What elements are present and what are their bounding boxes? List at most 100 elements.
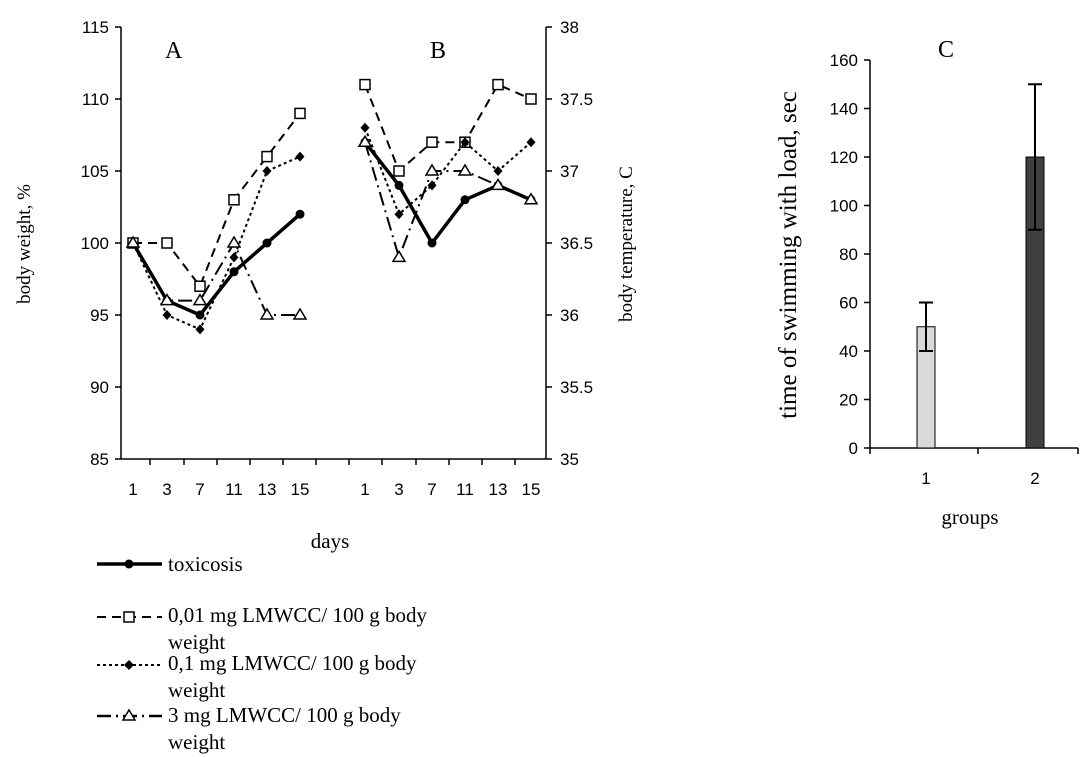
y-tick-label-swimming: 160 [830,51,858,70]
legend-entry-3mg: 3 mg LMWCC/ 100 g body weight [97,703,406,754]
point-temperature-3mg [424,163,440,176]
x-tick-label-day: 15 [291,480,310,499]
point-weight-toxicosis [262,238,272,248]
x-axis-label-days: days [311,529,350,553]
panel-label-a: A [165,38,183,64]
y-tick-label-temperature: 36 [560,306,579,325]
point-weight-3mg [192,293,208,306]
point-weight-3mg [226,235,242,248]
point-temperature-3mg [490,177,506,191]
legend-marker-001mg [123,611,135,623]
y-axis-label-weight: body weight, % [14,184,35,304]
point-weight-toxicosis [229,267,239,277]
legend-label-001mg-line1: 0,01 mg LMWCC/ 100 g body [168,603,428,627]
series-weight-3mg [125,235,308,320]
point-temperature-3mg [391,249,407,263]
x-tick-label-day: 1 [360,480,369,499]
y-axis-label-temperature: body temperature, C [616,166,637,322]
y-tick-label-swimming: 140 [830,100,858,119]
y-tick-label-temperature: 35 [560,450,579,469]
point-weight-001mg [161,237,173,249]
point-weight-toxicosis [195,310,205,320]
line-weight-toxicosis [131,212,302,318]
point-temperature-01mg [460,137,470,148]
y-tick-label-swimming: 100 [830,197,858,216]
point-weight-001mg [228,194,240,206]
point-temperature-01mg [394,209,404,220]
series-temperature-toxicosis [360,137,536,248]
plot-body-temperature [357,78,539,263]
x-tick-label-day: 15 [522,480,541,499]
x-tick-label-day: 13 [489,480,508,499]
legend-label-3mg-line1: 3 mg LMWCC/ 100 g body [168,703,401,727]
legend-marker-3mg [121,708,137,721]
series-temperature-3mg [357,134,539,263]
y-tick-label-weight: 95 [90,306,109,325]
legend: toxicosis 0,01 mg LMWCC/ 100 g body weig… [97,552,428,754]
x-tick-label-day: 11 [456,480,474,499]
legend-entry-01mg: 0,1 mg LMWCC/ 100 g body weight [97,651,417,702]
point-temperature-3mg [357,134,373,147]
y-tick-label-swimming: 20 [839,391,858,410]
point-weight-001mg [194,280,206,292]
point-temperature-3mg [523,192,539,205]
y-tick-label-weight: 100 [81,234,109,253]
point-weight-3mg [159,293,175,306]
point-temperature-toxicosis [460,195,470,205]
point-temperature-3mg [457,163,473,176]
y-tick-label-temperature: 38 [560,18,579,37]
point-weight-01mg [262,166,272,176]
line-weight-01mg [132,155,301,331]
axes-swimming: 0 20 40 60 80 100 120 140 160 [830,51,1079,458]
point-temperature-toxicosis [427,238,437,248]
legend-marker-toxicosis [124,559,134,569]
legend-label-3mg-line2: weight [168,730,225,754]
legend-entry-toxicosis: toxicosis [97,552,243,576]
error-bar-group-2 [1028,83,1042,231]
point-temperature-01mg [360,122,370,133]
line-temperature-001mg [364,83,532,173]
point-temperature-01mg [526,137,536,148]
y-tick-label-temperature: 37.5 [560,90,593,109]
line-temperature-01mg [364,127,532,216]
y-tick-label-temperature: 35.5 [560,378,593,397]
series-weight-toxicosis [128,209,305,320]
x-tick-label-group: 2 [1030,469,1039,488]
point-weight-3mg [259,307,275,320]
panel-label-b: B [430,38,446,64]
y-tick-label-weight: 90 [90,378,109,397]
x-tick-label-day: 3 [162,480,171,499]
y-tick-label-weight: 110 [82,90,109,109]
y-tick-label-temperature: 37 [560,162,579,181]
point-temperature-01mg [427,180,437,191]
series-temperature-01mg [360,122,536,220]
y-tick-label-weight: 85 [90,450,109,469]
legend-label-toxicosis: toxicosis [168,552,243,576]
y-axis-label-swimming: time of swimming with load, sec [775,91,802,419]
y-tick-label-swimming: 0 [849,439,858,458]
y-tick-label-swimming: 60 [839,294,858,313]
x-tick-label-day: 1 [128,480,137,499]
legend-label-01mg-line2: weight [168,678,225,702]
legend-marker-01mg [124,660,134,670]
point-temperature-001mg [426,136,438,148]
point-weight-3mg [292,307,308,320]
series-temperature-001mg [359,78,537,177]
point-temperature-001mg [359,78,371,91]
line-weight-001mg [133,112,301,289]
point-temperature-001mg [393,165,405,177]
y-tick-label-temperature: 36.5 [560,234,593,253]
panel-label-c: C [938,37,954,63]
point-weight-01mg [162,310,172,320]
legend-entry-001mg: 0,01 mg LMWCC/ 100 g body weight [97,603,428,654]
x-tick-label-day: 3 [394,480,403,499]
point-weight-3mg [125,235,141,248]
line-weight-3mg [132,240,300,316]
legend-label-01mg-line1: 0,1 mg LMWCC/ 100 g body [168,651,417,675]
legend-label-3mg: 3 mg LMWCC/ 100 g body weight [168,703,406,754]
y-tick-label-swimming: 120 [830,148,858,167]
legend-label-001mg-line2: weight [168,630,225,654]
error-bar-group-1 [919,301,933,352]
plot-body-weight [125,107,308,335]
